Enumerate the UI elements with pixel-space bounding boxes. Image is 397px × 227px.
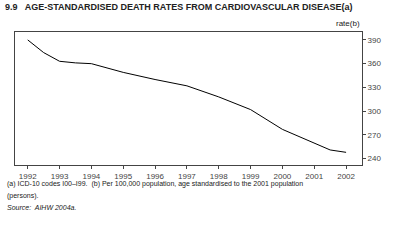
svg-text:330: 330 xyxy=(368,83,382,92)
svg-text:390: 390 xyxy=(368,36,382,45)
svg-text:360: 360 xyxy=(368,59,382,68)
svg-text:2000: 2000 xyxy=(274,172,292,181)
svg-text:1994: 1994 xyxy=(83,172,101,181)
svg-text:9.9 AGE-STANDARDISED DEATH R: 9.9 AGE-STANDARDISED DEATH RATES FROM CA… xyxy=(5,2,353,12)
svg-text:(a) ICD-10 codes I00–I99. (b): (a) ICD-10 codes I00–I99. (b) Per 100,00… xyxy=(7,180,303,188)
svg-text:1998: 1998 xyxy=(210,172,228,181)
svg-text:Source: AIHW 2004a.: Source: AIHW 2004a. xyxy=(7,204,76,211)
svg-text:rate(b): rate(b) xyxy=(336,19,360,28)
svg-text:2001: 2001 xyxy=(305,172,323,181)
svg-text:240: 240 xyxy=(368,154,382,163)
svg-text:(persons).: (persons). xyxy=(7,192,39,200)
svg-text:270: 270 xyxy=(368,131,382,140)
svg-text:300: 300 xyxy=(368,107,382,116)
svg-text:1992: 1992 xyxy=(19,172,37,181)
svg-text:1999: 1999 xyxy=(242,172,260,181)
svg-text:1995: 1995 xyxy=(114,172,132,181)
svg-text:1996: 1996 xyxy=(146,172,164,181)
svg-text:1993: 1993 xyxy=(51,172,69,181)
svg-text:2002: 2002 xyxy=(337,172,355,181)
svg-text:1997: 1997 xyxy=(178,172,196,181)
